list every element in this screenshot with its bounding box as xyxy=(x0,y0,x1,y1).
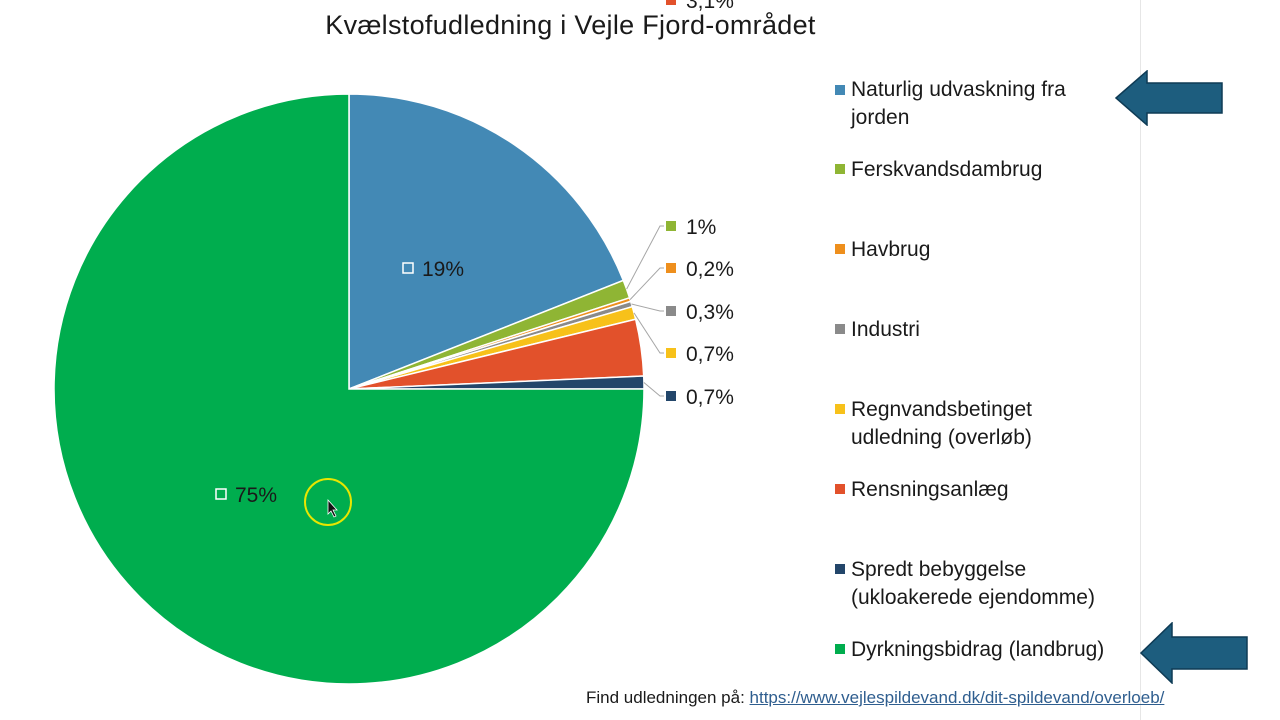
legend-swatch xyxy=(835,85,845,95)
legend-label: Havbrug xyxy=(851,238,931,261)
pie-slice-dyrkningsbidrag-landbrug xyxy=(53,93,645,685)
legend-label: Rensningsanlæg xyxy=(851,478,1009,501)
data-label-dyrkningsbidrag-landbrug: 75% xyxy=(235,484,277,507)
legend-label: Regnvandsbetinget udledning (overløb) xyxy=(851,398,1032,449)
legend-swatch xyxy=(835,644,845,654)
data-label-ferskvandsdambrug: 1% xyxy=(686,216,716,239)
legend-label: Ferskvandsdambrug xyxy=(851,158,1043,181)
data-label-marker xyxy=(402,262,414,274)
legend-swatch xyxy=(835,244,845,254)
mouse-pointer-icon xyxy=(327,498,338,518)
data-label-spredt-bebyggelse-ukloakerede-ejendomme: 0,7% xyxy=(686,386,734,409)
footer-link[interactable]: https://www.vejlespildevand.dk/dit-spild… xyxy=(749,688,1165,707)
legend-swatch xyxy=(835,324,845,334)
legend-label: Naturlig udvaskning fra jorden xyxy=(851,78,1066,129)
leader-line-industri xyxy=(631,303,664,312)
cursor-ring xyxy=(304,478,352,526)
leader-line-spredt-bebyggelse-ukloakerede-ejendomme xyxy=(643,382,664,397)
data-label-marker xyxy=(666,391,676,401)
data-label-regnvandsbetinget-udledning-overl-b: 0,7% xyxy=(686,343,734,366)
pie-slice-naturlig-udvaskning-fra-jorden xyxy=(348,93,625,391)
cursor-highlight xyxy=(304,478,352,526)
leader-line-regnvandsbetinget-udledning-overl-b xyxy=(633,312,664,354)
data-label-havbrug: 0,2% xyxy=(686,258,734,281)
data-label-marker xyxy=(215,488,227,500)
chart-title: Kvælstofudledning i Vejle Fjord-området xyxy=(325,10,816,40)
leader-lines xyxy=(626,225,664,397)
data-label-rensningsanl-g: 3,1% xyxy=(686,0,734,13)
left-arrow-icon xyxy=(1140,622,1248,684)
pie-slices xyxy=(53,93,645,685)
footer-prefix: Find udledningen på: xyxy=(586,688,750,707)
pie-chart: 19% 1% 0,2% 0,3% 0,7% 3,1% 0,7% 75% xyxy=(53,0,734,685)
legend-label: Dyrkningsbidrag (landbrug) xyxy=(851,638,1105,661)
data-label-marker xyxy=(666,221,676,231)
slide xyxy=(1140,0,1141,720)
data-label-marker xyxy=(666,263,676,273)
data-label-industri: 0,3% xyxy=(686,301,734,324)
data-label-marker xyxy=(666,306,676,316)
leader-line-havbrug xyxy=(629,267,664,300)
legend-swatch xyxy=(835,164,845,174)
data-label-naturlig-udvaskning-fra-jorden: 19% xyxy=(422,258,464,281)
legend-swatch xyxy=(835,404,845,414)
left-arrow-icon xyxy=(1115,70,1223,126)
footer: Find udledningen på: https://www.vejlesp… xyxy=(586,688,1164,708)
legend-swatch xyxy=(835,484,845,494)
data-label-marker xyxy=(666,0,676,5)
legend-swatch xyxy=(835,564,845,574)
data-label-marker xyxy=(666,348,676,358)
leader-line-ferskvandsdambrug xyxy=(626,225,664,290)
legend-label: Industri xyxy=(851,318,920,341)
legend-label: Spredt bebyggelse (ukloakerede ejendomme… xyxy=(851,558,1095,609)
data-labels: 19% 1% 0,2% 0,3% 0,7% 3,1% 0,7% 75% xyxy=(215,0,734,507)
